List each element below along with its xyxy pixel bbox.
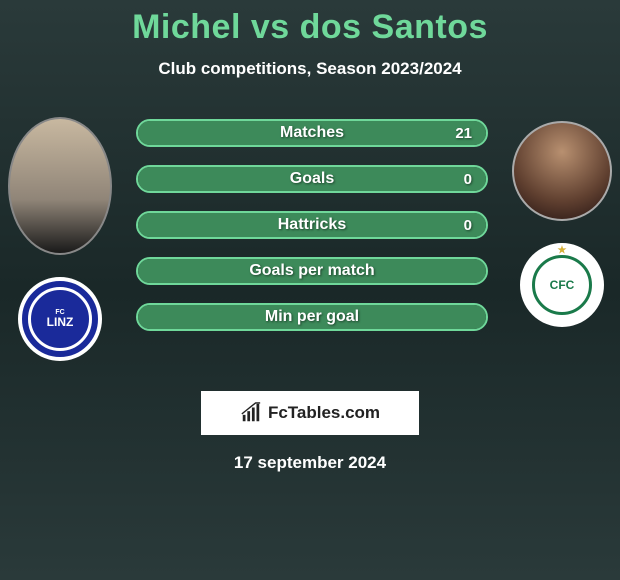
comparison-card: Michel vs dos Santos Club competitions, … (0, 0, 620, 473)
main-row: FC LINZ Matches 21 Goals 0 Hattricks 0 (0, 117, 620, 361)
club-logo-right-text: CFC (550, 278, 575, 292)
stat-bar-value: 0 (464, 217, 472, 234)
left-column: FC LINZ (8, 117, 112, 361)
stat-bar-label: Matches (138, 124, 486, 142)
club-logo-left-ring: FC LINZ (28, 287, 92, 351)
stat-bar-goals: Goals 0 (136, 165, 488, 193)
date-text: 17 september 2024 (0, 453, 620, 473)
watermark-text: FcTables.com (268, 403, 380, 423)
stat-bar-min-per-goal: Min per goal (136, 303, 488, 331)
club-logo-right: ★ CFC (520, 243, 604, 327)
stat-bar-goals-per-match: Goals per match (136, 257, 488, 285)
right-column: ★ CFC (512, 117, 612, 327)
page-title: Michel vs dos Santos (0, 8, 620, 47)
stat-bars: Matches 21 Goals 0 Hattricks 0 Goals per… (112, 119, 512, 331)
club-logo-left: FC LINZ (18, 277, 102, 361)
stat-bar-matches: Matches 21 (136, 119, 488, 147)
stat-bar-value: 21 (455, 125, 472, 142)
player-avatar-left (8, 117, 112, 255)
stat-bar-label: Min per goal (138, 308, 486, 326)
player-avatar-right (512, 121, 612, 221)
stat-bar-label: Goals (138, 170, 486, 188)
chart-icon (240, 402, 262, 424)
stat-bar-label: Goals per match (138, 262, 486, 280)
watermark: FcTables.com (201, 391, 419, 435)
star-icon: ★ (558, 245, 567, 256)
club-logo-right-inner: CFC (532, 255, 592, 315)
stat-bar-hattricks: Hattricks 0 (136, 211, 488, 239)
club-logo-left-text2: LINZ (47, 316, 74, 329)
stat-bar-label: Hattricks (138, 216, 486, 234)
stat-bar-value: 0 (464, 171, 472, 188)
subtitle: Club competitions, Season 2023/2024 (0, 59, 620, 79)
